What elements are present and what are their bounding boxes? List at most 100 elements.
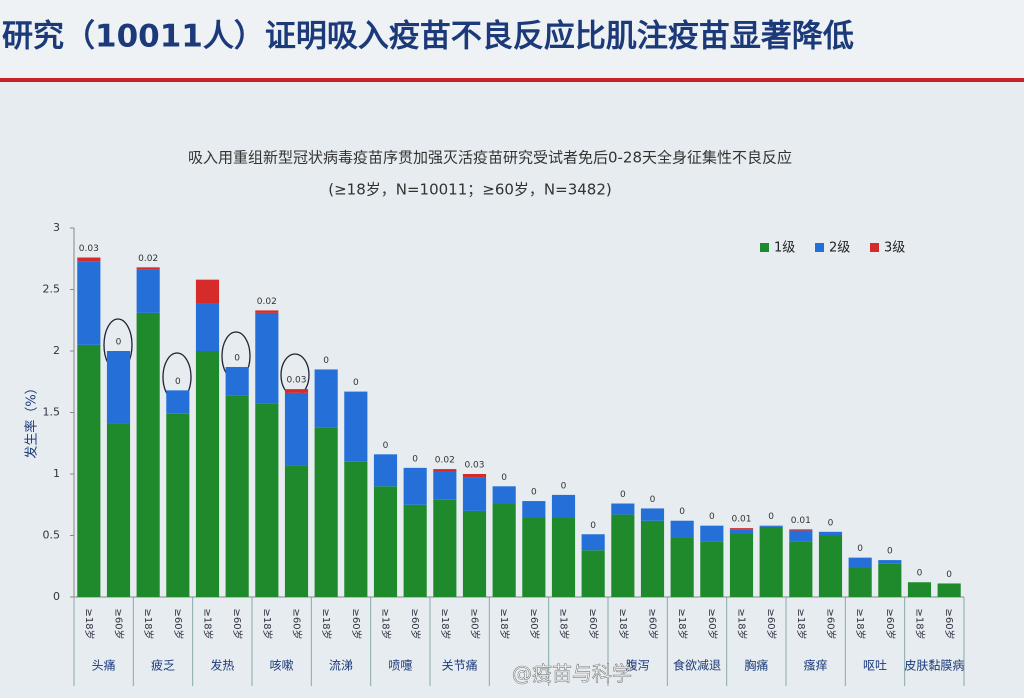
data-label: 0: [857, 544, 863, 554]
bar-segment: [136, 269, 160, 313]
chart-title: 吸入用重组新型冠状病毒疫苗序贯加强灭活疫苗研究受试者免后0-28天全身征集性不良…: [188, 149, 792, 167]
x-tick-label: ≥60岁: [172, 608, 185, 639]
x-tick-label: ≥60岁: [884, 608, 897, 639]
group-label: 关节痛: [442, 658, 478, 673]
data-label: 0: [412, 454, 418, 464]
x-tick-label: ≥60岁: [765, 608, 778, 639]
data-label: 0: [709, 512, 715, 522]
bar-segment: [818, 535, 843, 597]
bar-segment: [255, 403, 279, 597]
bar-segment: [77, 261, 101, 345]
x-tick-label: ≥18岁: [320, 608, 333, 639]
bar-segment: [492, 486, 516, 504]
bar-segment: [700, 541, 724, 597]
data-label: 0: [116, 338, 122, 348]
bar-segment: [136, 312, 160, 597]
bar-segment: [166, 390, 190, 414]
bar-segment: [284, 389, 309, 393]
data-label: 0: [234, 353, 240, 363]
data-label: 0: [590, 521, 596, 531]
x-tick-label: ≥18岁: [736, 608, 749, 639]
data-label: 0: [768, 512, 774, 522]
x-tick-label: ≥60岁: [469, 608, 482, 639]
bar-segment: [729, 529, 754, 534]
x-tick-label: ≥18岁: [498, 608, 511, 639]
data-label: 0.03: [286, 376, 306, 386]
bar-segment: [848, 567, 872, 597]
header-band: [0, 0, 1024, 78]
data-label: 0: [353, 378, 359, 388]
group-label: 喷嚏: [388, 659, 412, 673]
bar-segment: [284, 392, 309, 466]
x-tick-label: ≥18岁: [202, 608, 215, 639]
bar-segment: [670, 537, 694, 597]
legend-swatch: [760, 243, 769, 252]
bar-segment: [403, 467, 427, 505]
data-label: 0.02: [435, 456, 455, 466]
group-label: 瘙痒: [804, 658, 828, 673]
y-tick-label: 1: [53, 467, 60, 480]
group-label: 食欲减退: [673, 658, 721, 673]
chart-subtitle: (≥18岁，N=10011；≥60岁，N=3482): [328, 181, 612, 199]
y-tick-label: 3: [53, 221, 60, 234]
data-label: 0: [679, 507, 685, 517]
bar-segment: [789, 530, 813, 542]
header-title: 研究（10011人）证明吸入疫苗不良反应比肌注疫苗显著降低: [2, 19, 854, 55]
bar-segment: [789, 529, 813, 531]
y-tick-label: 2.5: [43, 283, 61, 296]
bar-segment: [581, 534, 605, 551]
bar-segment: [403, 504, 427, 597]
group-label: 发热: [210, 658, 234, 673]
x-tick-label: ≥18岁: [558, 608, 571, 639]
data-label: 0: [531, 488, 537, 498]
watermark: @疫苗与科学: [512, 662, 632, 686]
y-tick-label: 0.5: [43, 529, 61, 542]
group-label: 疲乏: [151, 658, 175, 673]
bar-segment: [344, 461, 368, 597]
x-tick-label: ≥18岁: [83, 608, 96, 639]
y-tick-label: 2: [53, 344, 60, 357]
x-tick-label: ≥18岁: [261, 608, 274, 639]
x-tick-label: ≥60岁: [943, 608, 956, 639]
bar-segment: [284, 465, 309, 597]
data-label: 0: [501, 473, 507, 483]
group-label: 呕吐: [863, 659, 887, 673]
bar-segment: [433, 471, 457, 500]
y-axis-label: 发生率（%）: [24, 381, 40, 458]
bar-segment: [848, 557, 872, 568]
bar-segment: [759, 526, 783, 597]
bar-segment: [551, 494, 576, 518]
x-tick-label: ≥18岁: [142, 608, 155, 639]
legend-swatch: [815, 243, 824, 252]
data-label: 0: [323, 356, 329, 366]
legend-label: 3级: [884, 241, 905, 256]
data-label: 0: [383, 441, 389, 451]
x-tick-label: ≥60岁: [231, 608, 244, 639]
data-label: 0.03: [464, 461, 484, 471]
data-label: 0.03: [79, 244, 99, 254]
data-label: 0: [650, 495, 656, 505]
x-tick-label: ≥60岁: [647, 608, 660, 639]
data-label: 0: [175, 377, 181, 387]
bar-segment: [136, 267, 160, 270]
x-tick-label: ≥60岁: [528, 608, 541, 639]
bar-segment: [611, 514, 635, 597]
data-label: 0: [946, 570, 952, 580]
bar-segment: [195, 279, 220, 304]
bar-segment: [433, 499, 457, 597]
data-label: 0: [917, 569, 923, 579]
legend-label: 1级: [774, 241, 795, 256]
x-tick-label: ≥18岁: [795, 608, 808, 639]
x-tick-label: ≥18岁: [854, 608, 867, 639]
bar-segment: [729, 528, 754, 530]
bar-segment: [878, 563, 902, 597]
legend-swatch: [870, 243, 879, 252]
group-label: 咳嗽: [270, 659, 294, 673]
bar-segment: [551, 517, 576, 597]
bar-segment: [759, 525, 783, 527]
bar-segment: [462, 477, 487, 511]
x-tick-label: ≥18岁: [676, 608, 689, 639]
bar-segment: [937, 583, 961, 597]
data-label: 0.02: [257, 297, 277, 307]
